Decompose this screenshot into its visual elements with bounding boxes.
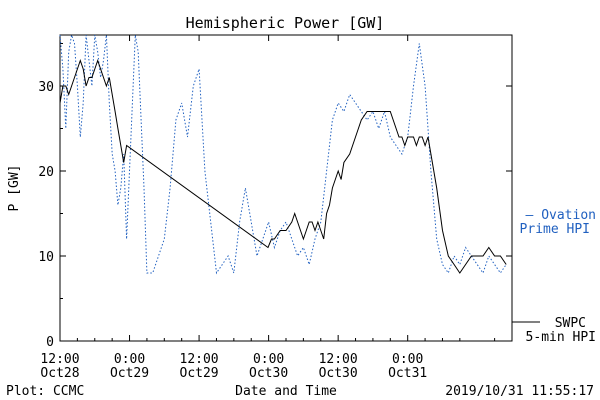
legend-swpc-line2: 5-min HPI — [526, 330, 596, 345]
series-layer — [59, 34, 507, 275]
chart-title: Hemispheric Power [GW] — [186, 14, 385, 32]
legend-ovation-line2: Prime HPI — [520, 222, 590, 237]
x-tick-label-date: Oct28 — [40, 366, 79, 381]
plot-timestamp: 2019/10/31 11:55:17 — [445, 384, 594, 399]
swpc-series-line — [59, 58, 507, 274]
x-tick-label-date: Oct30 — [249, 366, 288, 381]
y-axis: 0 10 20 30 — [38, 43, 512, 350]
ovation-prime-series-line — [59, 34, 507, 275]
plot-credit: Plot: CCMC — [6, 384, 84, 399]
y-tick-label: 10 — [38, 250, 54, 265]
x-tick-label-time: 12:00 — [319, 352, 358, 367]
x-tick-label-date: Oct29 — [110, 366, 149, 381]
x-axis: 12:00Oct280:00Oct2912:00Oct290:00Oct3012… — [40, 35, 513, 381]
x-tick-label-date: Oct31 — [388, 366, 427, 381]
x-tick-label-time: 12:00 — [180, 352, 219, 367]
x-tick-label-time: 0:00 — [114, 352, 145, 367]
x-tick-label-date: Oct29 — [180, 366, 219, 381]
y-tick-label: 0 — [46, 335, 54, 350]
x-tick-label-date: Oct30 — [319, 366, 358, 381]
plot-frame — [59, 34, 513, 342]
y-tick-label: 30 — [38, 80, 54, 95]
y-tick-label: 20 — [38, 165, 54, 180]
x-tick-label-time: 0:00 — [253, 352, 284, 367]
x-axis-label: Date and Time — [235, 384, 337, 399]
legend-swpc-line1: SWPC — [555, 316, 586, 331]
x-tick-label-time: 0:00 — [392, 352, 423, 367]
y-axis-label: P [GW] — [7, 165, 22, 212]
legend-ovation-line1: — Ovation — [526, 208, 596, 223]
x-tick-label-time: 12:00 — [40, 352, 79, 367]
